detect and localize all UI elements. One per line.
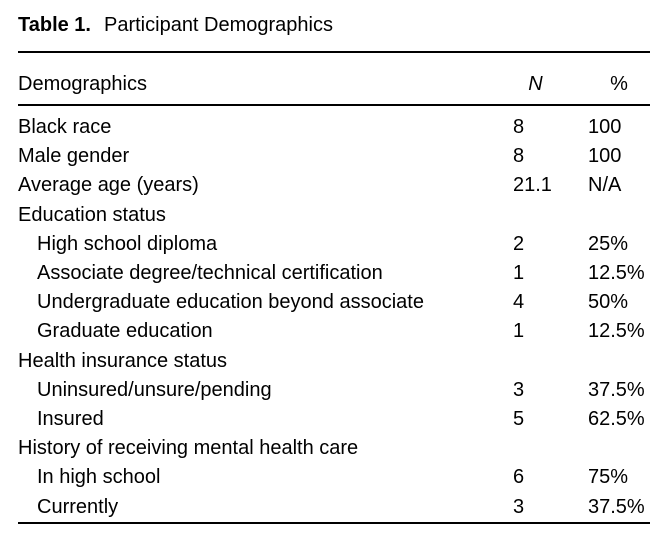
table-row: Uninsured/unsure/pending 3 37.5%	[18, 376, 650, 405]
row-label: Health insurance status	[18, 349, 228, 372]
row-percent-value: 37.5%	[588, 495, 645, 518]
row-percent-value: 12.5%	[588, 262, 645, 285]
row-label: History of receiving mental health care	[18, 437, 359, 460]
table-row: Graduate education 1 12.5%	[18, 317, 650, 346]
row-label: Uninsured/unsure/pending	[37, 378, 272, 401]
row-label: High school diploma	[37, 232, 218, 255]
row-n-value: 8	[513, 116, 525, 139]
table-row: In high school 6 75%	[18, 463, 650, 492]
row-label: Education status	[18, 203, 166, 226]
table-row: Black race 8 100	[18, 113, 650, 142]
row-label: Average age (years)	[18, 174, 199, 197]
table-row: Insured 5 62.5%	[18, 405, 650, 434]
header-n: N	[528, 73, 543, 95]
row-percent-value: 62.5%	[588, 407, 645, 430]
row-n-value: 6	[513, 466, 525, 489]
row-percent-value: 37.5%	[588, 378, 645, 401]
row-n-value: 3	[513, 378, 525, 401]
row-n-value: 2	[513, 232, 525, 255]
table-row: High school diploma 2 25%	[18, 230, 650, 259]
row-label: Currently	[37, 495, 119, 518]
row-n-value: 1	[513, 262, 525, 285]
row-percent-value: 75%	[588, 466, 629, 489]
table-row: Associate degree/technical certification…	[18, 259, 650, 288]
table-container: Table 1. Participant Demographics Demogra…	[18, 0, 650, 524]
bottom-rule	[18, 521, 650, 524]
table-row: Undergraduate education beyond associate…	[18, 288, 650, 317]
row-label: Insured	[37, 407, 104, 430]
table-title: Table 1. Participant Demographics	[18, 0, 650, 38]
header-rule	[18, 104, 650, 106]
row-n-value: 5	[513, 407, 525, 430]
table-row: Male gender 8 100	[18, 142, 650, 171]
row-percent-value: 25%	[588, 232, 629, 255]
table-caption: Participant Demographics	[104, 14, 333, 36]
table-section-row: History of receiving mental health care	[18, 434, 650, 463]
row-percent-value: 100	[588, 116, 622, 139]
table-section-row: Education status	[18, 201, 650, 230]
row-label: In high school	[37, 466, 161, 489]
row-n-value: 1	[513, 320, 525, 343]
row-percent-value: 100	[588, 145, 622, 168]
row-label: Associate degree/technical certification	[37, 262, 383, 285]
table-section-row: Health insurance status	[18, 347, 650, 376]
row-n-value: 8	[513, 145, 525, 168]
row-n-value: 21.1	[513, 174, 552, 197]
row-percent-value: 12.5%	[588, 320, 645, 343]
row-percent-value: N/A	[588, 174, 622, 197]
row-label: Male gender	[18, 145, 130, 168]
table-body: Black race 8 100 Male gender 8 100 Avera…	[18, 106, 650, 522]
table-row: Average age (years) 21.1 N/A	[18, 171, 650, 200]
row-label: Black race	[18, 116, 112, 139]
row-label: Undergraduate education beyond associate	[37, 291, 424, 314]
row-label: Graduate education	[37, 320, 213, 343]
table-row: Currently 3 37.5%	[18, 492, 650, 521]
row-n-value: 4	[513, 291, 525, 314]
header-demographics: Demographics	[18, 73, 147, 95]
header-percent: %	[610, 73, 628, 95]
table-header-row: Demographics N %	[18, 53, 650, 104]
row-n-value: 3	[513, 495, 525, 518]
row-percent-value: 50%	[588, 291, 629, 314]
table-number-label: Table 1.	[18, 14, 91, 36]
top-rule	[18, 51, 650, 53]
